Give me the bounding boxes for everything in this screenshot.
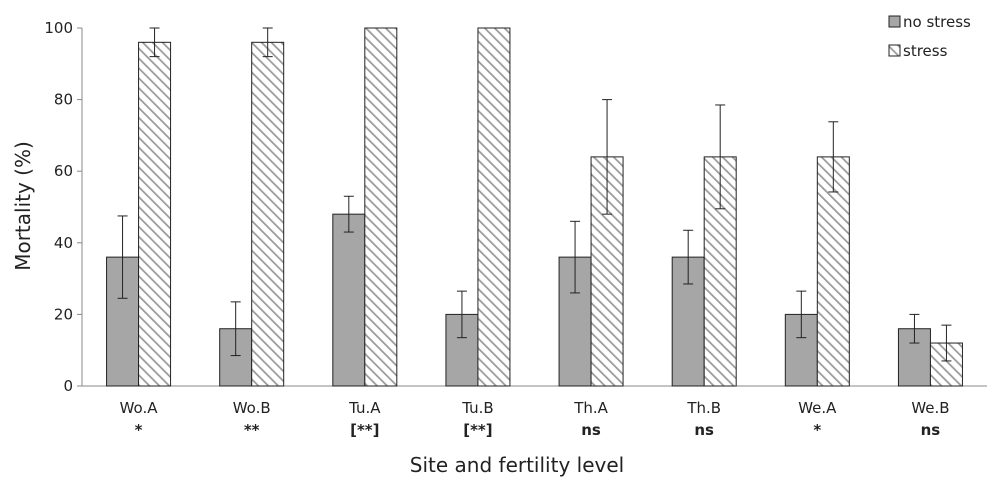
category-label: Tu.A (348, 399, 381, 417)
legend-label-no-stress: no stress (903, 13, 971, 31)
bar-stress (251, 41, 285, 387)
category-label: Tu.B (461, 399, 493, 417)
category-label: We.A (798, 399, 837, 417)
category-label: We.B (911, 399, 949, 417)
y-tick-label: 80 (54, 91, 73, 109)
bar-stress (816, 156, 850, 387)
significance-label: [**] (350, 421, 379, 439)
legend-swatch-stress (888, 44, 901, 57)
significance-label: ns (694, 421, 714, 439)
y-tick-label: 0 (63, 377, 73, 395)
legend: no stress stress (888, 13, 971, 60)
bar-stress (477, 27, 511, 387)
bars (106, 27, 963, 387)
y-tick-label: 40 (54, 234, 73, 252)
significance-label: ** (244, 421, 260, 439)
y-axis: 0 20 40 60 80 100 (44, 19, 83, 395)
significance-label: * (813, 421, 821, 439)
y-tick-label: 60 (54, 162, 73, 180)
x-axis-title: Site and fertility level (410, 453, 624, 477)
bar-stress (364, 27, 398, 387)
category-label: Wo.B (233, 399, 271, 417)
significance-label: ns (581, 421, 601, 439)
significance-labels: * ** [**] [**] ns ns * ns (135, 421, 941, 439)
error-bars (117, 27, 952, 362)
y-tick-label: 100 (44, 19, 73, 37)
significance-label: * (135, 421, 143, 439)
significance-label: [**] (463, 421, 492, 439)
bar-no-stress (332, 213, 366, 387)
category-label: Th.A (573, 399, 608, 417)
y-tick-label: 20 (54, 305, 73, 323)
y-axis-title: Mortality (%) (11, 141, 35, 271)
bar-stress (138, 41, 172, 387)
category-label: Th.B (686, 399, 721, 417)
legend-label-stress: stress (903, 42, 948, 60)
category-label: Wo.A (120, 399, 159, 417)
category-labels: Wo.A Wo.B Tu.A Tu.B Th.A Th.B We.A We.B (120, 399, 950, 417)
significance-label: ns (921, 421, 941, 439)
legend-swatch-no-stress (888, 15, 901, 28)
